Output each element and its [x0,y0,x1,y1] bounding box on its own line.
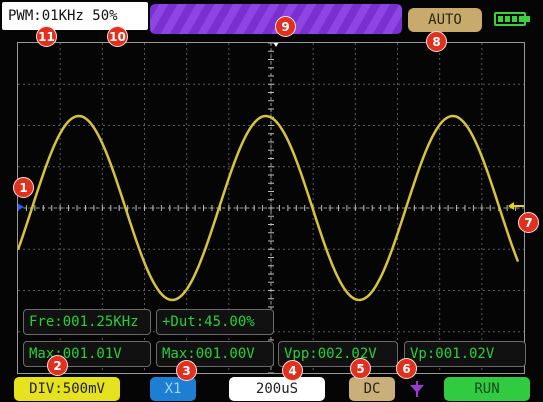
center-axis-ticks [18,43,524,373]
annotation-badge-3: 3 [176,360,197,381]
max-voltage-readout-secondary: Max:001.00V [156,341,274,367]
annotation-badge-9: 9 [275,16,296,37]
peak-to-peak-readout: Vpp:002.02V [278,341,398,367]
channel-ground-marker-icon[interactable] [18,203,24,211]
trigger-level-arrow-icon[interactable] [508,202,524,210]
timebase-button[interactable]: 200uS [229,377,325,401]
duty-cycle-readout: +Dut:45.00% [156,309,274,335]
probe-multiplier-button[interactable]: X1 [150,377,196,401]
battery-tip [526,16,530,22]
falling-edge-trigger-icon[interactable] [408,381,426,397]
channel-1-waveform [18,114,520,302]
peak-voltage-readout: Vp:001.02V [404,341,526,367]
trigger-mode-button[interactable]: AUTO [408,8,482,32]
trigger-position-marker-icon[interactable] [273,43,279,47]
annotation-badge-8: 8 [426,31,447,52]
battery-icon [494,12,526,26]
frequency-readout: Fre:001.25KHz [23,309,151,335]
coupling-button[interactable]: DC [349,377,395,401]
annotation-badge-10: 10 [107,26,128,47]
annotation-badge-5: 5 [350,358,371,379]
annotation-badge-2: 2 [47,355,68,376]
max-voltage-readout: Max:001.01V [23,341,151,367]
run-stop-button[interactable]: RUN [444,377,530,401]
volts-per-division-button[interactable]: DIV:500mV [14,377,120,401]
annotation-badge-1: 1 [13,177,34,198]
pwm-output-status[interactable]: PWM:01KHz 50% [2,2,148,30]
annotation-badge-11: 11 [36,26,57,47]
annotation-badge-7: 7 [518,212,539,233]
annotation-badge-6: 6 [396,358,417,379]
annotation-badge-4: 4 [282,360,303,381]
